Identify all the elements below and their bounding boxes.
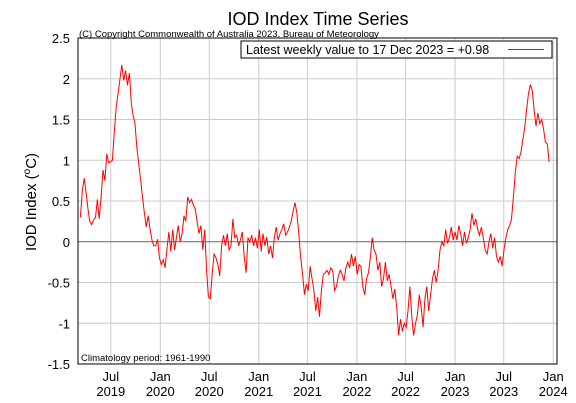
chart-title: IOD Index Time Series: [227, 9, 408, 29]
x-tick-label-month: Jul: [102, 369, 119, 384]
y-tick-label: -1.5: [48, 357, 70, 372]
x-tick-label-month: Jan: [150, 369, 171, 384]
y-tick-label: 2: [63, 72, 70, 87]
y-tick-label: 1: [63, 153, 70, 168]
grid-lines: [78, 37, 557, 365]
y-tick-label: -0.5: [48, 276, 70, 291]
x-tick-label-month: Jan: [248, 369, 269, 384]
x-tick-label-year: 2019: [96, 384, 125, 399]
legend: Latest weekly value to 17 Dec 2023 = +0.…: [240, 40, 553, 59]
x-tick-label-year: 2022: [391, 384, 420, 399]
x-tick-label-year: 2021: [293, 384, 322, 399]
x-tick-label-year: 2020: [146, 384, 175, 399]
x-tick-label-month: Jul: [397, 369, 414, 384]
y-tick-label: 2.5: [52, 31, 70, 46]
x-tick-label-year: 2024: [539, 384, 568, 399]
copyright-note: (C) Copyright Commonwealth of Australia …: [79, 29, 379, 40]
y-tick-labels: -1.5 -1 -0.5 0 0.5 1 1.5 2 2.5: [48, 31, 70, 372]
x-tick-label-year: 2020: [195, 384, 224, 399]
plot-frame: [77, 37, 558, 365]
legend-label: Latest weekly value to 17 Dec 2023 = +0.…: [246, 43, 489, 57]
y-axis-label-suffix: C): [23, 153, 40, 169]
x-tick-label-month: Jul: [299, 369, 316, 384]
x-tick-label-month: Jan: [445, 369, 466, 384]
x-tick-label-year: 2021: [244, 384, 273, 399]
y-axis-label-degree: o: [22, 168, 33, 174]
y-tick-label: 0: [63, 235, 70, 250]
y-tick-label: 1.5: [52, 113, 70, 128]
x-tick-label-year: 2023: [489, 384, 518, 399]
x-tick-label-month: Jul: [201, 369, 218, 384]
x-tick-label-month: Jan: [346, 369, 367, 384]
x-tick-label-year: 2022: [342, 384, 371, 399]
x-tick-label-month: Jan: [543, 369, 564, 384]
y-tick-label: -1: [58, 316, 70, 331]
x-tick-label-year: 2023: [441, 384, 470, 399]
y-axis-label-prefix: IOD Index (: [23, 174, 40, 251]
x-tick-label-month: Jul: [495, 369, 512, 384]
climatology-note: Climatology period: 1961-1990: [81, 353, 210, 364]
x-tick-labels: Jul2019Jan2020Jul2020Jan2021Jul2021Jan20…: [96, 369, 567, 399]
legend-box: [240, 40, 553, 59]
y-tick-label: 0.5: [52, 194, 70, 209]
y-axis-label: IOD Index (oC): [22, 153, 40, 251]
series-line: [79, 64, 550, 336]
